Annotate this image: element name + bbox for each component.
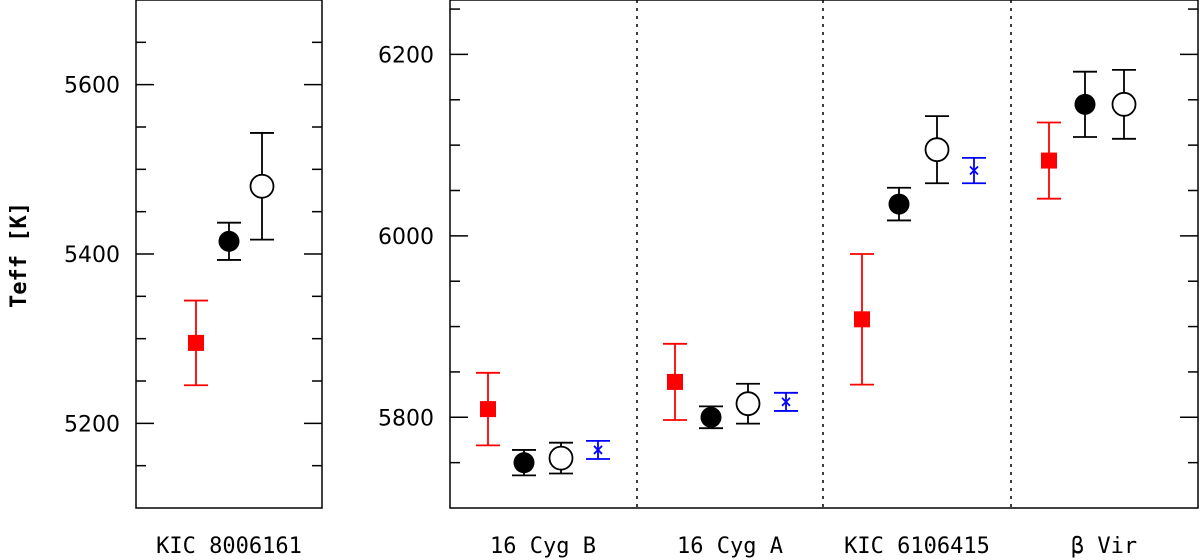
data-point-open-circle xyxy=(548,445,574,471)
data-point-blue-cross xyxy=(593,445,603,455)
data-point-red-square xyxy=(854,311,870,328)
left-panel: 5200 5400 5600 KIC 8006161 xyxy=(64,0,323,559)
data-point-red-square xyxy=(667,373,683,390)
left-y-ticks: 5200 5400 5600 xyxy=(64,41,322,467)
data-point-red-square xyxy=(1041,152,1057,169)
data-point-filled-circle xyxy=(700,406,722,428)
data-point-filled-circle xyxy=(218,230,240,252)
data-point-red-square xyxy=(480,401,496,418)
y-tick-label: 5400 xyxy=(64,243,120,268)
y-tick-label: 5200 xyxy=(64,412,120,437)
data-point-open-circle xyxy=(1111,91,1137,117)
y-tick-label: 5600 xyxy=(64,74,120,99)
y-axis-label: Teff [K] xyxy=(7,202,32,308)
group-label-kic-8006161: KIC 8006161 xyxy=(156,534,302,559)
group-label-kic-6106415: KIC 6106415 xyxy=(844,534,990,559)
data-point-filled-circle xyxy=(1074,93,1096,115)
right-panel-frame xyxy=(449,0,1199,509)
group-label-beta-vir: β Vir xyxy=(1071,534,1137,559)
data-point-filled-circle xyxy=(888,193,910,215)
right-y-ticks: 5800 6000 6200 xyxy=(378,8,1198,464)
data-point-open-circle xyxy=(924,137,950,163)
y-tick-label: 5800 xyxy=(378,406,434,431)
right-data-points xyxy=(476,68,1137,477)
group-label-16-cyg-b: 16 Cyg B xyxy=(490,534,596,559)
data-point-blue-cross xyxy=(781,397,791,407)
y-tick-label: 6200 xyxy=(378,43,434,68)
data-point-filled-circle xyxy=(513,452,535,474)
group-dividers xyxy=(636,0,1012,508)
data-point-blue-cross xyxy=(969,165,979,176)
group-label-16-cyg-a: 16 Cyg A xyxy=(677,534,783,559)
y-tick-label: 6000 xyxy=(378,225,434,250)
data-point-red-square xyxy=(188,334,204,351)
data-point-open-circle xyxy=(249,173,275,199)
right-panel: 5800 6000 6200 16 Cyg B 16 Cyg A KIC 61064… xyxy=(378,0,1199,559)
data-point-open-circle xyxy=(735,391,761,417)
left-data-points xyxy=(184,132,275,387)
